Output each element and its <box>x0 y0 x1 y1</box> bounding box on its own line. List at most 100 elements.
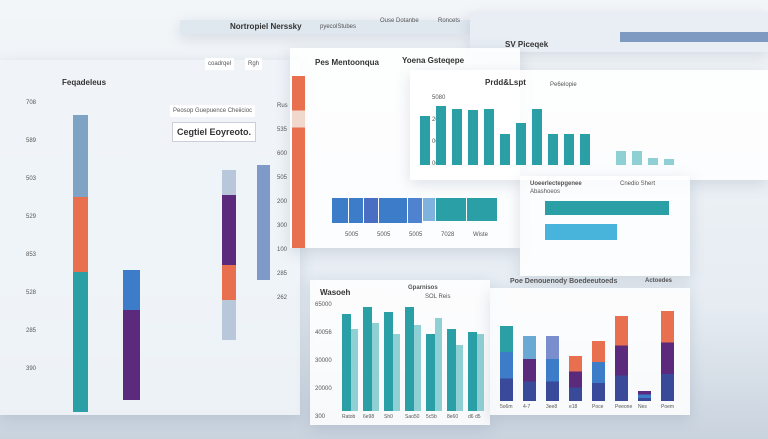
tick-label: 589 <box>26 138 37 144</box>
bar <box>393 334 400 411</box>
center-title-2: Yoena Gsteqepe <box>402 56 465 65</box>
bar <box>384 312 393 411</box>
x-tick-label: 5o6m <box>500 404 513 410</box>
tick-label: 30000 <box>315 358 332 364</box>
br-title-2: Actoedes <box>645 278 673 284</box>
bar <box>616 151 626 165</box>
legend-entry: Pe6elopie <box>550 82 577 88</box>
header-title: Nortropiel Nerssky <box>230 22 302 31</box>
tick-label: Rus <box>277 103 288 109</box>
tick-label: 65000 <box>315 302 332 308</box>
left-button[interactable]: Rgh <box>245 58 263 70</box>
bar <box>423 198 435 222</box>
bar <box>468 331 477 411</box>
tick-label: 262 <box>277 295 288 301</box>
tick-label: 600 <box>277 151 288 157</box>
x-tick-label: Peeone <box>615 404 633 410</box>
bar <box>592 341 605 401</box>
bar <box>564 133 574 165</box>
bar <box>436 198 466 222</box>
x-tick-label: 5c5b <box>426 414 437 420</box>
bar <box>546 336 559 401</box>
bar <box>484 109 494 165</box>
bar <box>648 158 658 165</box>
x-tick-label: d6 d5 <box>468 414 481 420</box>
chart-caption: Peosop Guepuence Cheiicioc <box>170 105 256 117</box>
header-strip: Nortropiel Nerssky pyecolStubes <box>180 20 470 34</box>
bar <box>349 198 363 224</box>
bar <box>638 391 651 401</box>
bl-subtitle: SOL Reis <box>425 294 451 300</box>
x-tick-label: 8e60 <box>447 414 459 420</box>
center-panel: Pes Mentoonqua Yoena Gsteqepe Rus 535 600 5… <box>277 48 520 301</box>
bar <box>123 270 140 310</box>
tick-label: 708 <box>26 100 37 106</box>
br-title: Poe Denouenody Boedeeutoeds <box>510 278 618 285</box>
bar <box>364 198 378 224</box>
left-button[interactable]: coadrqel <box>205 58 235 70</box>
bar <box>73 197 88 272</box>
bar <box>123 310 140 400</box>
bar <box>452 109 462 165</box>
x-tick-label: Poce <box>592 404 604 410</box>
bar <box>580 133 590 165</box>
header-tab[interactable]: Ouse Dotanbe <box>380 18 419 24</box>
bar <box>500 326 513 401</box>
small-title: Uoeerlectepgenee <box>530 181 582 187</box>
header-subtitle: pyecolStubes <box>320 24 357 30</box>
bar <box>332 198 348 224</box>
tick-label: 40056 <box>315 330 332 336</box>
bar <box>379 198 407 224</box>
bar <box>73 115 88 197</box>
bar <box>615 316 628 401</box>
bar <box>632 151 642 165</box>
bl-title-2: Gparnisos <box>408 285 438 291</box>
tick-label: 505 <box>277 175 288 181</box>
bottom-left-panel: Wasoeh Gparnisos SOL Reis 65000 40056 3000… <box>310 280 490 425</box>
x-tick-label: 5005 <box>345 232 359 238</box>
tick-label: 853 <box>26 252 37 258</box>
x-tick-label: 3ee8 <box>546 404 558 410</box>
bar <box>372 323 379 411</box>
bar <box>548 133 558 165</box>
right-header-title: SV Piceqek <box>505 40 549 49</box>
bar <box>363 306 372 411</box>
x-tick-label: 7028 <box>441 232 455 238</box>
center-title: Pes Mentoonqua <box>315 58 380 67</box>
bar <box>516 123 526 165</box>
x-tick-label: Sao50 <box>405 414 420 420</box>
bar <box>468 110 478 165</box>
header-tab[interactable]: Roncets <box>438 18 461 24</box>
header-bar <box>620 32 768 42</box>
right-panel: Prdd&Lspt Pe6elopie 508020100000000 <box>410 70 768 180</box>
small-panel: Uoeerlectepgenee Abashoeos Cnedio Shert <box>520 176 690 276</box>
x-tick-label: 6e98 <box>363 414 375 420</box>
bar <box>664 159 674 165</box>
tick-label: 20000 <box>315 386 332 392</box>
tick-label: 285 <box>26 328 37 334</box>
bar <box>500 133 510 165</box>
tick-label: 529 <box>26 214 37 220</box>
bar <box>420 116 430 165</box>
x-tick-label: Poem <box>661 404 675 410</box>
bar <box>222 265 236 300</box>
tick-label: 503 <box>26 176 37 182</box>
left-panel-title: Feqadeleus <box>62 78 107 87</box>
x-tick-label: Nes <box>638 404 647 410</box>
tick-label: 5080 <box>432 95 446 101</box>
bar <box>477 334 484 411</box>
x-tick-label: Ratob <box>342 414 356 420</box>
tick-label: 528 <box>26 290 37 296</box>
x-tick-label: 5005 <box>409 232 423 238</box>
bl-title: Wasoeh <box>320 288 351 297</box>
bar <box>257 165 270 280</box>
bar <box>405 306 414 411</box>
bar <box>532 109 542 165</box>
tick-label: 390 <box>26 366 37 372</box>
x-tick-label: Sh0 <box>384 414 393 420</box>
bar <box>436 105 446 165</box>
bar <box>426 334 435 411</box>
bottom-right-panel: Poe Denouenody Boedeeutoeds Actoedes 5o6… <box>490 278 690 415</box>
bar <box>661 311 674 401</box>
bar <box>414 325 421 411</box>
